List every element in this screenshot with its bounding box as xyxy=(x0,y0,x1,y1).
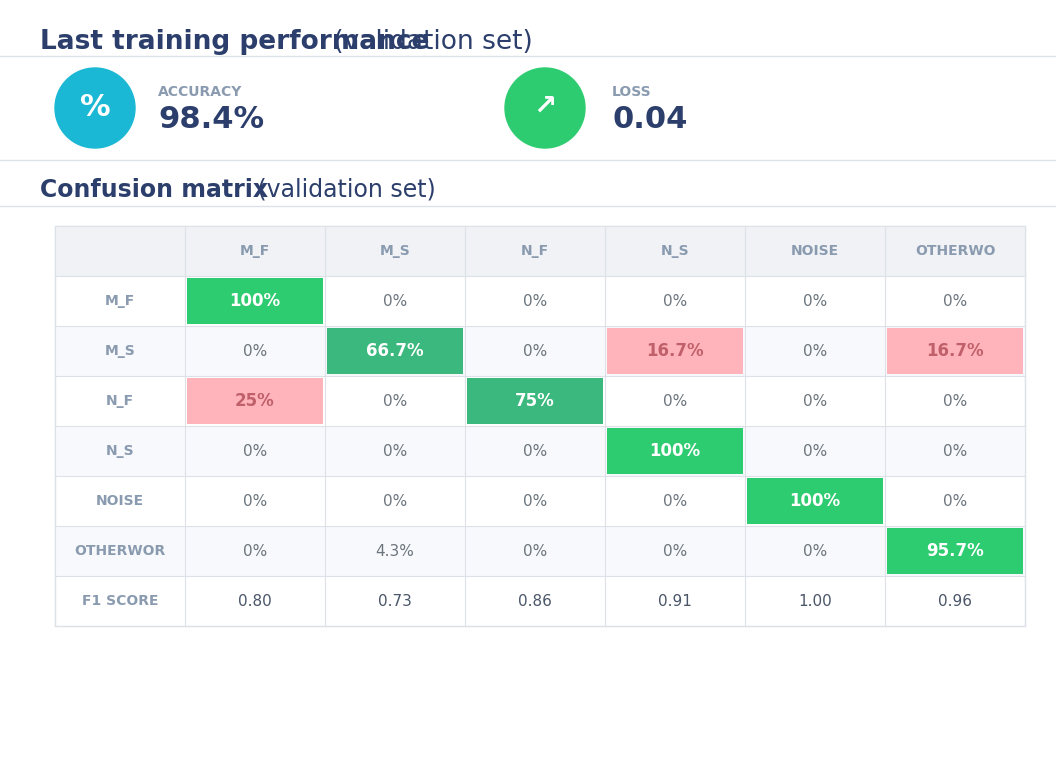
Text: M_S: M_S xyxy=(105,344,135,358)
Text: M_F: M_F xyxy=(105,294,135,308)
Text: 0%: 0% xyxy=(663,494,687,509)
Text: 98.4%: 98.4% xyxy=(158,104,264,133)
Text: 0%: 0% xyxy=(383,293,408,309)
Text: 4.3%: 4.3% xyxy=(376,543,414,559)
Text: 0%: 0% xyxy=(803,344,827,358)
Text: 66.7%: 66.7% xyxy=(366,342,423,360)
Text: 0.86: 0.86 xyxy=(518,594,552,608)
Text: 0%: 0% xyxy=(943,393,967,409)
FancyBboxPatch shape xyxy=(55,226,1025,276)
Text: 0%: 0% xyxy=(383,494,408,509)
Text: 0%: 0% xyxy=(243,494,267,509)
Text: (validation set): (validation set) xyxy=(250,178,436,202)
Text: 0.80: 0.80 xyxy=(238,594,271,608)
FancyBboxPatch shape xyxy=(327,328,463,374)
FancyBboxPatch shape xyxy=(887,328,1023,374)
Text: 0%: 0% xyxy=(663,543,687,559)
Text: N_S: N_S xyxy=(661,244,690,258)
Text: 0%: 0% xyxy=(383,393,408,409)
Circle shape xyxy=(55,68,135,148)
Text: 0.91: 0.91 xyxy=(658,594,692,608)
Text: 0%: 0% xyxy=(523,543,547,559)
Text: Last training performance: Last training performance xyxy=(40,29,430,55)
Text: 0%: 0% xyxy=(803,393,827,409)
Text: 100%: 100% xyxy=(229,292,281,310)
Text: 0%: 0% xyxy=(383,444,408,458)
Text: 0%: 0% xyxy=(663,293,687,309)
Text: 0%: 0% xyxy=(943,494,967,509)
FancyBboxPatch shape xyxy=(747,478,883,524)
Text: 0%: 0% xyxy=(943,293,967,309)
FancyBboxPatch shape xyxy=(187,378,323,424)
FancyBboxPatch shape xyxy=(467,378,603,424)
FancyBboxPatch shape xyxy=(887,528,1023,574)
Text: 0%: 0% xyxy=(943,444,967,458)
Text: OTHERWO: OTHERWO xyxy=(914,244,995,258)
Text: 0%: 0% xyxy=(803,444,827,458)
Text: 0%: 0% xyxy=(243,444,267,458)
Text: 75%: 75% xyxy=(515,392,554,410)
Text: 25%: 25% xyxy=(235,392,275,410)
Text: OTHERWOR: OTHERWOR xyxy=(74,544,166,558)
Text: 0%: 0% xyxy=(663,393,687,409)
Text: 95.7%: 95.7% xyxy=(926,542,984,560)
Text: 0.96: 0.96 xyxy=(938,594,972,608)
Text: 100%: 100% xyxy=(649,442,700,460)
FancyBboxPatch shape xyxy=(55,326,1025,376)
Text: 100%: 100% xyxy=(790,492,841,510)
Text: Confusion matrix: Confusion matrix xyxy=(40,178,268,202)
Text: LOSS: LOSS xyxy=(612,85,652,99)
Text: 1.00: 1.00 xyxy=(798,594,832,608)
FancyBboxPatch shape xyxy=(607,328,743,374)
Text: 0%: 0% xyxy=(523,293,547,309)
Text: F1 SCORE: F1 SCORE xyxy=(81,594,158,608)
Text: 0%: 0% xyxy=(523,344,547,358)
Text: 0%: 0% xyxy=(523,444,547,458)
FancyBboxPatch shape xyxy=(187,278,323,324)
Text: 0.73: 0.73 xyxy=(378,594,412,608)
Text: N_F: N_F xyxy=(521,244,549,258)
Text: %: % xyxy=(79,94,110,122)
FancyBboxPatch shape xyxy=(607,428,743,474)
Text: M_S: M_S xyxy=(379,244,411,258)
Text: 16.7%: 16.7% xyxy=(926,342,984,360)
Text: 0%: 0% xyxy=(803,293,827,309)
Text: (validation set): (validation set) xyxy=(325,29,532,55)
Text: NOISE: NOISE xyxy=(791,244,840,258)
Text: 16.7%: 16.7% xyxy=(646,342,703,360)
Text: 0%: 0% xyxy=(523,494,547,509)
Text: 0%: 0% xyxy=(243,344,267,358)
Text: N_F: N_F xyxy=(106,394,134,408)
Text: NOISE: NOISE xyxy=(96,494,144,508)
Text: 0.04: 0.04 xyxy=(612,104,687,133)
Text: ↗: ↗ xyxy=(533,92,557,120)
Text: M_F: M_F xyxy=(240,244,270,258)
Text: ACCURACY: ACCURACY xyxy=(158,85,243,99)
Circle shape xyxy=(505,68,585,148)
FancyBboxPatch shape xyxy=(55,426,1025,476)
Text: N_S: N_S xyxy=(106,444,134,458)
Text: 0%: 0% xyxy=(803,543,827,559)
Text: 0%: 0% xyxy=(243,543,267,559)
FancyBboxPatch shape xyxy=(55,226,1025,626)
FancyBboxPatch shape xyxy=(55,526,1025,576)
